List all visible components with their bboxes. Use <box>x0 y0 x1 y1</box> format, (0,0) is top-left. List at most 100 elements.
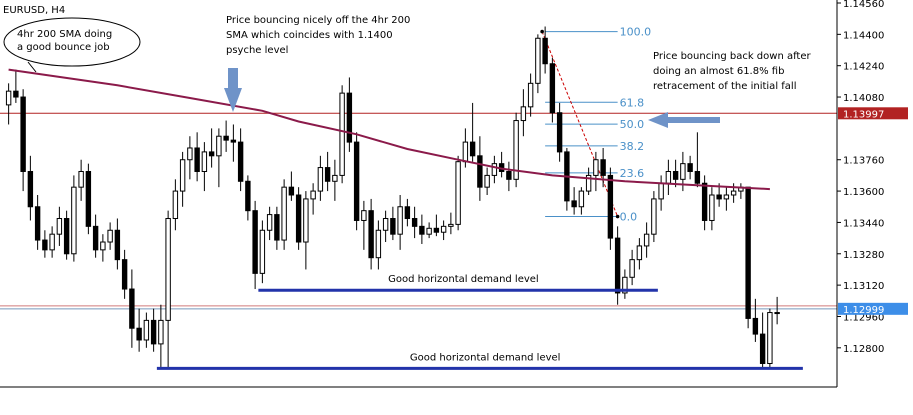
candle-bear <box>477 155 483 188</box>
candle-bear <box>607 174 614 239</box>
bid-price-tag <box>838 302 908 315</box>
candle-bull <box>100 241 106 251</box>
candle-bear <box>27 170 34 208</box>
candle-bear <box>223 135 229 141</box>
candle-bull <box>520 106 527 122</box>
candle-bull <box>303 198 309 243</box>
candle-bull <box>593 159 599 176</box>
candle-bear <box>759 333 766 364</box>
candle-bull <box>361 210 367 221</box>
candle-bear <box>34 206 41 241</box>
candle-bull <box>448 223 454 227</box>
candle-bull <box>382 218 389 231</box>
candle-bear <box>136 327 142 341</box>
candle-bull <box>107 229 113 243</box>
price-tick-label: 1.14080 <box>843 93 884 104</box>
bid-price-tag-label: 1.12999 <box>843 305 884 316</box>
symbol-label: EURUSD, H4 <box>3 5 65 16</box>
candle-bull <box>216 135 222 157</box>
sma-line <box>8 68 770 191</box>
candle-bear <box>42 239 48 251</box>
demand-level-label: Good horizontal demand level <box>410 352 561 363</box>
candle-bear <box>85 170 92 227</box>
candle-bear <box>252 210 258 274</box>
candle-bull <box>440 225 447 233</box>
price-axis: 1.14560 1.14400 1.14240 1.14080 1.13760 1.136… <box>0 0 908 388</box>
candle-bull <box>767 312 773 364</box>
candle-bull <box>187 147 193 161</box>
candle-bull <box>266 214 273 231</box>
candle-bull <box>158 319 164 345</box>
candle-bull <box>774 312 780 315</box>
candle-bear <box>752 317 759 335</box>
candle-bear <box>571 200 577 208</box>
price-tick-label: 1.14400 <box>843 30 884 41</box>
candle-bear <box>150 319 157 345</box>
price-tick-label: 1.14560 <box>843 0 884 10</box>
price-tick-label: 1.12800 <box>843 344 884 355</box>
candle-bull <box>397 206 403 235</box>
sma-callout-line-2: a good bounce job <box>17 42 110 53</box>
candle-bear <box>288 186 295 196</box>
candle-bear <box>390 218 396 235</box>
candle-bull <box>310 190 316 200</box>
candle-bear <box>419 225 425 235</box>
candle-bull <box>49 233 55 251</box>
candle-bear <box>469 141 476 157</box>
candle-bear <box>114 229 121 261</box>
candle-bear <box>549 63 556 114</box>
candle-bull <box>5 90 12 106</box>
candle-bull <box>636 245 643 261</box>
annotations: 4hr 200 SMA doing a good bounce job Pric… <box>3 15 812 128</box>
candle-bear <box>121 259 128 290</box>
candle-bear <box>129 288 135 329</box>
fib-level-label: 61.8 <box>620 96 645 109</box>
left-arrow-annotation-icon <box>648 112 720 128</box>
candle-bull <box>143 319 150 341</box>
candle-bear <box>324 167 331 182</box>
candle-bull <box>172 190 179 220</box>
candle-bull <box>730 190 737 196</box>
sma-bounce-note-line-3: psyche level <box>226 45 288 56</box>
price-tick-label: 1.13600 <box>843 187 884 198</box>
candle-bull <box>578 190 585 208</box>
candle-bull <box>535 37 541 84</box>
sma-bounce-note-line-2: SMA which coincides with 1.1400 <box>226 30 393 41</box>
candle-bull <box>513 120 519 180</box>
candle-bear <box>92 225 99 251</box>
fib-level-label: 23.6 <box>620 167 645 180</box>
demand-levels: Good horizontal demand level Good horizon… <box>156 274 803 370</box>
price-tick-label: 1.13120 <box>843 281 884 292</box>
current-price-price-tag <box>838 107 908 120</box>
candle-bull <box>462 141 469 163</box>
candle-bull <box>651 198 657 235</box>
price-tick-label: 1.13760 <box>843 156 884 167</box>
candle-bull <box>585 174 592 192</box>
sma-callout-bubble <box>3 17 141 67</box>
candle-bear <box>672 170 679 180</box>
candle-bear <box>353 141 360 221</box>
candle-bear <box>411 218 418 227</box>
candle-bear <box>716 194 722 200</box>
fib-anchor-low <box>615 214 620 219</box>
candle-bear <box>433 227 440 233</box>
candle-bear <box>194 147 200 172</box>
candle-bull <box>455 161 461 225</box>
fib-note-line-3: retracement of the initial fall <box>653 81 796 92</box>
candle-bear <box>230 139 237 143</box>
fib-diagonal-line <box>541 31 619 217</box>
candle-bull <box>491 163 498 176</box>
candle-bull <box>629 259 635 278</box>
candle-bull <box>71 186 77 255</box>
candle-bull <box>201 151 208 172</box>
candle-bear <box>245 180 251 212</box>
candle-bear <box>346 92 353 143</box>
candle-bull <box>680 163 686 180</box>
candle-bull <box>658 182 664 200</box>
fib-note-line-1: Price bouncing back down after <box>653 51 812 62</box>
candle-bear <box>237 141 244 182</box>
candle-bear <box>63 218 70 255</box>
candle-bear <box>542 37 548 65</box>
